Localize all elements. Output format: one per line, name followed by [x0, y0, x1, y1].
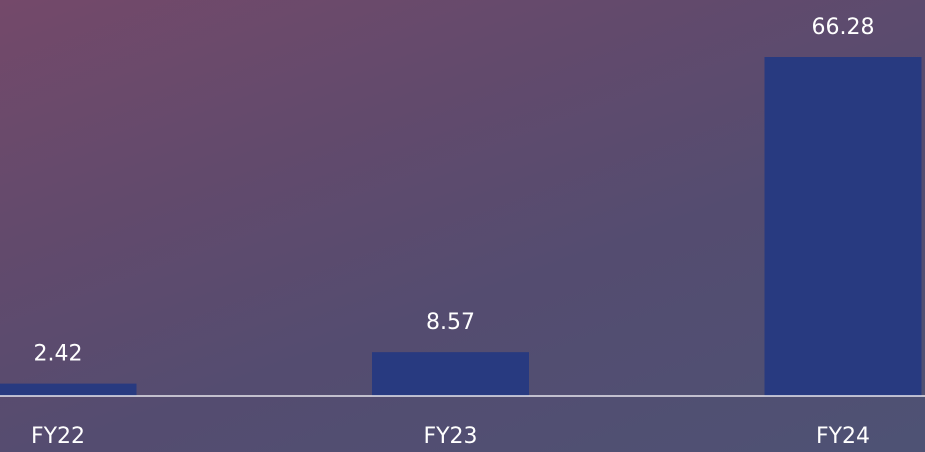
x-tick-label: FY23 — [423, 424, 477, 449]
chart: 2.42 FY22 8.57 FY23 66.28 FY24 — [0, 0, 925, 452]
x-tick-label: FY22 — [31, 424, 85, 449]
value-label: 2.42 — [34, 342, 83, 367]
bar — [372, 352, 529, 396]
x-tick-label: FY24 — [816, 424, 870, 449]
value-label: 8.57 — [426, 310, 475, 335]
bar — [0, 384, 137, 396]
page: {"chart_data": {"type": "bar", "categori… — [0, 0, 925, 452]
value-label: 66.28 — [812, 15, 875, 40]
bar — [765, 57, 922, 396]
